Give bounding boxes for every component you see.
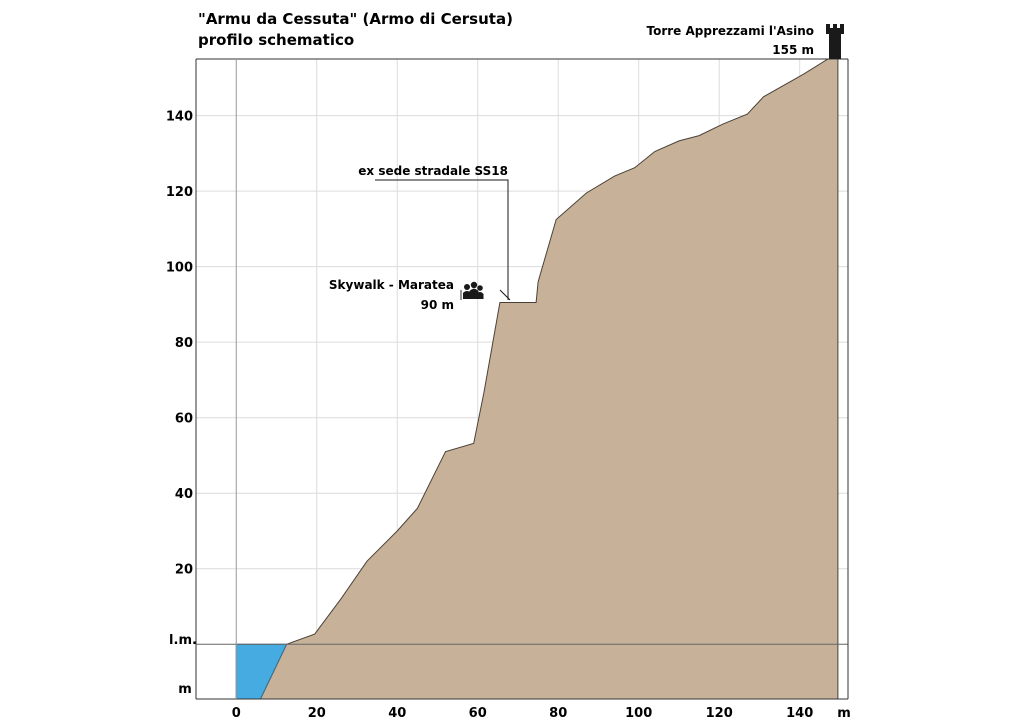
skywalk-annotation: Skywalk - Maratea 90 m — [329, 278, 484, 312]
y-tick-label: 40 — [175, 487, 193, 502]
skywalk-label: Skywalk - Maratea — [329, 278, 454, 292]
road-leader-line — [375, 179, 509, 300]
y-tick-label: 120 — [166, 185, 193, 200]
people-icon — [463, 281, 484, 299]
y-tick-label: 80 — [175, 336, 193, 351]
y-axis-unit-label: m — [178, 682, 192, 697]
y-tick-label: 140 — [166, 110, 193, 125]
sea-level-label: l.m. — [169, 633, 197, 648]
x-tick-label: 100 — [625, 706, 652, 721]
x-tick-label: 140 — [786, 706, 813, 721]
tower-label: Torre Apprezzami l'Asino — [647, 24, 815, 38]
x-tick-label: 0 — [232, 706, 241, 721]
x-tick-label: 20 — [308, 706, 326, 721]
axis-ticks: 0 20 40 60 80 100 120 140 20 40 60 80 100 120 140 — [166, 110, 813, 721]
tower-elevation-label: 155 m — [772, 43, 814, 57]
road-annotation: ex sede stradale SS18 — [358, 164, 511, 301]
y-tick-label: 60 — [175, 412, 193, 427]
chart-title: "Armu da Cessuta" (Armo di Cersuta) — [198, 10, 513, 28]
x-tick-label: 40 — [388, 706, 406, 721]
tower-icon — [826, 24, 844, 59]
tower-annotation: Torre Apprezzami l'Asino 155 m — [647, 24, 844, 59]
road-label: ex sede stradale SS18 — [358, 164, 508, 178]
x-axis-unit-label: m — [837, 706, 851, 721]
road-marker — [499, 289, 511, 301]
chart-subtitle: profilo schematico — [198, 31, 354, 49]
ground-profile-area — [259, 58, 839, 700]
skywalk-elevation-label: 90 m — [421, 298, 454, 312]
x-tick-label: 120 — [706, 706, 733, 721]
y-tick-label: 100 — [166, 261, 193, 276]
y-tick-label: 20 — [175, 563, 193, 578]
x-tick-label: 80 — [549, 706, 567, 721]
x-tick-label: 60 — [469, 706, 487, 721]
